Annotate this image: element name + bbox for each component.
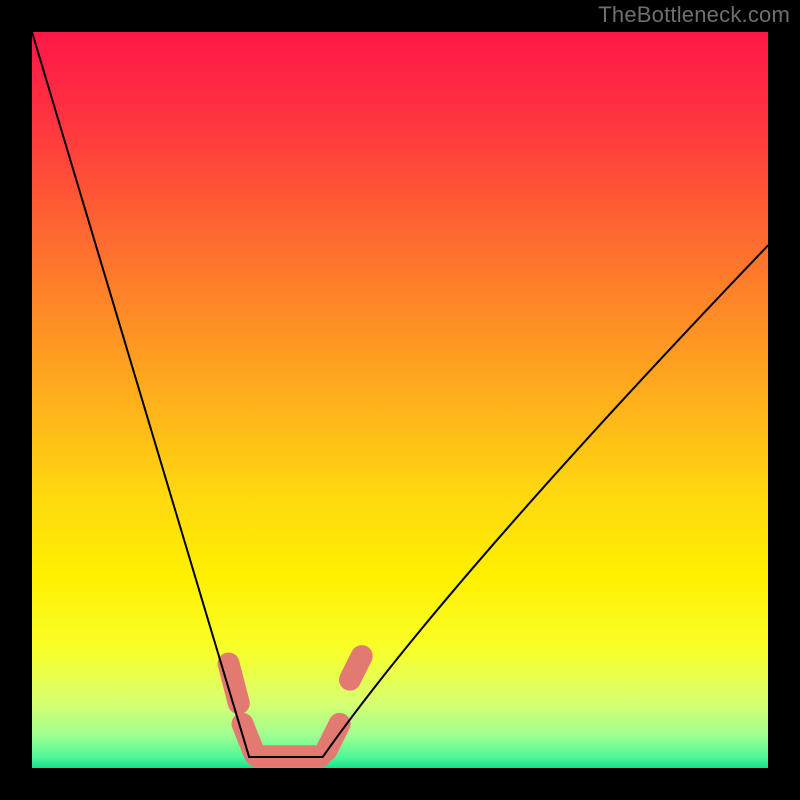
- bottleneck-chart: [32, 32, 768, 768]
- watermark-text: TheBottleneck.com: [598, 2, 790, 28]
- highlight-segment: [350, 656, 362, 680]
- highlight-segment: [229, 663, 239, 703]
- chart-frame: TheBottleneck.com: [0, 0, 800, 800]
